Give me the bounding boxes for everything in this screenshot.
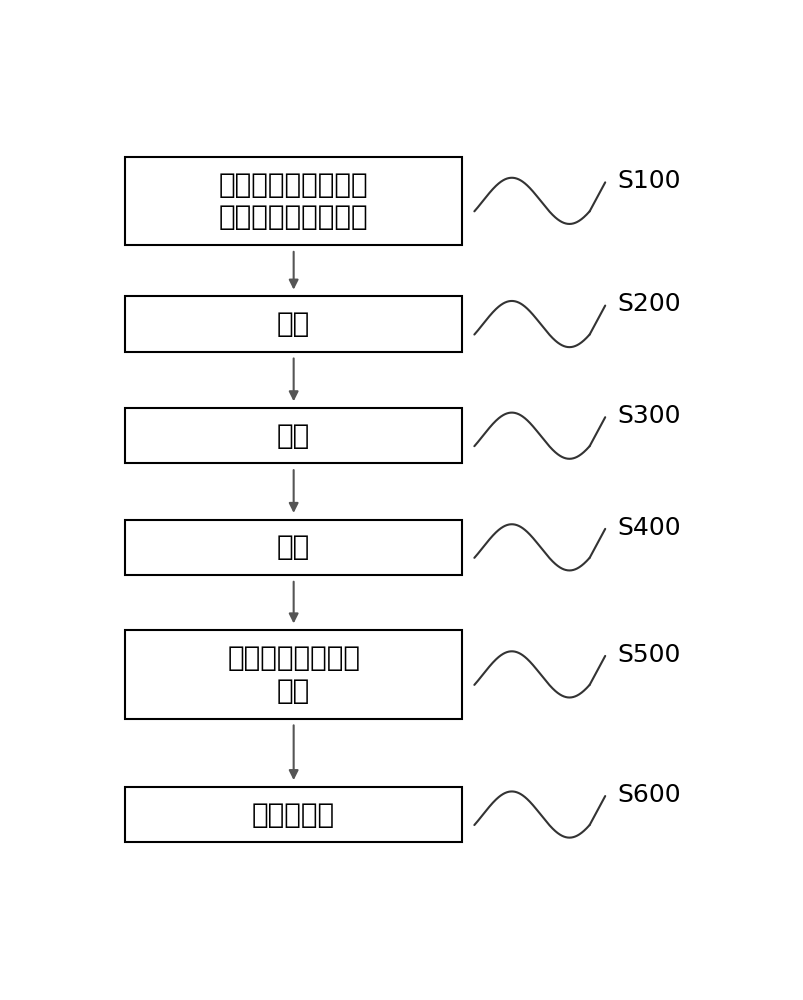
Text: S600: S600	[617, 783, 680, 807]
FancyBboxPatch shape	[125, 408, 461, 463]
Text: S400: S400	[617, 516, 680, 540]
Text: 含浸及封装: 含浸及封装	[252, 801, 335, 829]
FancyBboxPatch shape	[125, 296, 461, 352]
Text: 分切: 分切	[277, 310, 310, 338]
Text: S500: S500	[617, 643, 680, 667]
FancyBboxPatch shape	[125, 787, 461, 842]
Text: 层叠: 层叠	[277, 533, 310, 561]
Text: 刺铆: 刺铆	[277, 422, 310, 450]
FancyBboxPatch shape	[125, 520, 461, 575]
Text: S300: S300	[617, 404, 680, 428]
FancyBboxPatch shape	[125, 630, 461, 719]
FancyBboxPatch shape	[125, 157, 461, 245]
Text: 提供改性后的双通多
孔氧化铝模板电解纸: 提供改性后的双通多 孔氧化铝模板电解纸	[218, 171, 368, 231]
Text: S100: S100	[617, 169, 680, 193]
Text: 脱模，去除有机材
料膜: 脱模，去除有机材 料膜	[227, 644, 360, 705]
Text: S200: S200	[617, 292, 680, 316]
